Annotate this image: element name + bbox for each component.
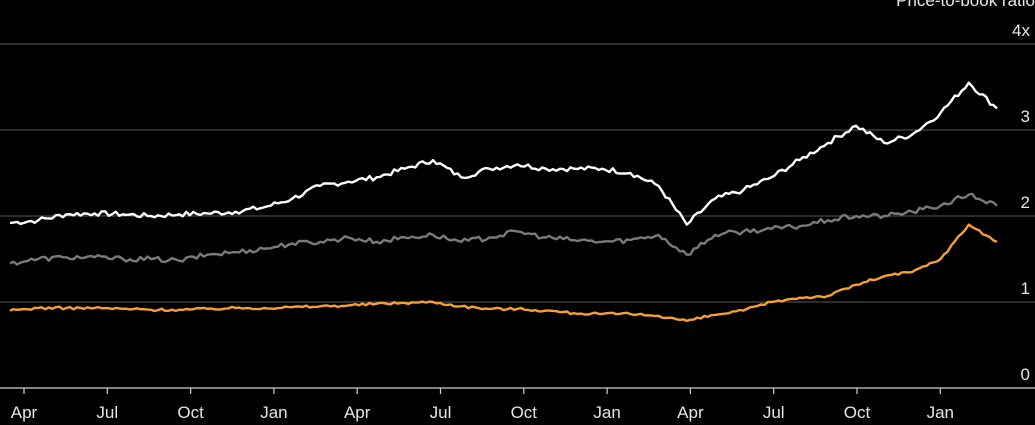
y-tick-label-2: 2 [1021,193,1030,212]
x-tick-label-11: Jan [927,403,954,422]
series-lines [9,81,998,323]
x-tick-label-4: Apr [344,403,371,422]
x-tick-label-0: Apr [11,403,38,422]
unit-label: Price-to-book ratio [896,0,1035,10]
series-line-1 [9,192,998,266]
x-tick-labels: Apr Jul Oct Jan Apr Jul Oct Jan Apr Jul Oct Jan [11,403,954,422]
x-tick-label-1: Jul [96,403,118,422]
y-tick-labels: 0 1 2 3 4x [1012,21,1030,384]
x-tick-label-3: Jan [260,403,287,422]
x-tick-label-6: Oct [511,403,538,422]
gridlines [0,43,1035,303]
x-tick-label-5: Jul [430,403,452,422]
series-line-2 [9,223,998,323]
x-tick-label-10: Oct [844,403,871,422]
y-tick-label-4: 4x [1012,21,1030,40]
x-axis [0,387,1035,394]
y-tick-label-3: 3 [1021,107,1030,126]
y-tick-label-0: 0 [1021,365,1030,384]
x-tick-label-9: Jul [763,403,785,422]
x-tick-label-7: Jan [593,403,620,422]
y-tick-label-1: 1 [1021,279,1030,298]
x-tick-label-8: Apr [677,403,704,422]
series-line-0 [9,81,998,226]
x-tick-label-2: Oct [177,403,204,422]
